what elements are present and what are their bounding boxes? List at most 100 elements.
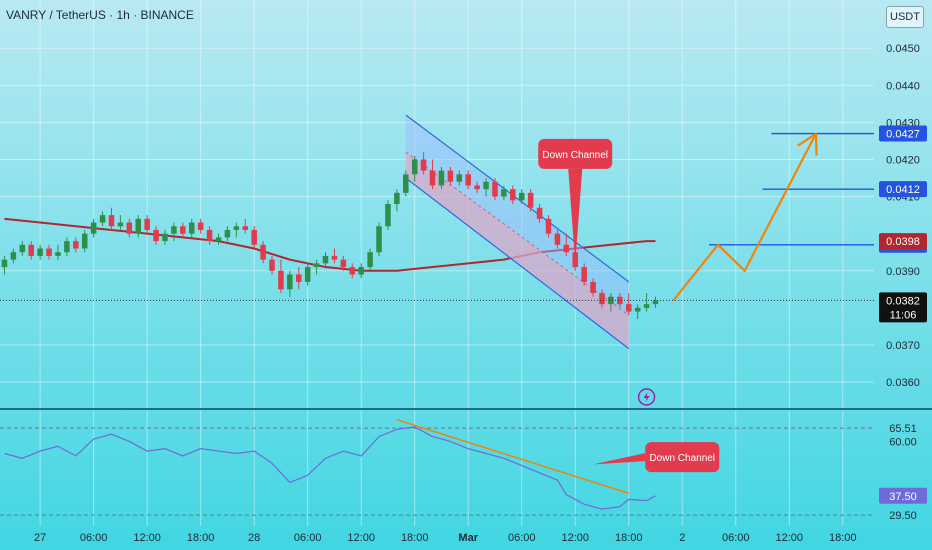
candle-body	[403, 174, 409, 193]
time-tick-label: 06:00	[722, 532, 750, 544]
candle-body	[376, 226, 382, 253]
countdown-timer: 11:06	[890, 309, 917, 321]
time-tick-label: 2	[679, 532, 685, 544]
candle-body	[599, 293, 605, 305]
candle-body	[322, 255, 329, 264]
ma-price-tag: 0.0398	[886, 236, 920, 248]
last-price-tag: 0.0382	[886, 295, 920, 307]
down-channel-badge-label: Down Channel	[542, 150, 608, 161]
rsi-layer	[4, 418, 656, 510]
candle-body	[304, 267, 311, 282]
candle-body	[269, 259, 275, 271]
candle-body	[349, 267, 356, 275]
candle-body	[652, 300, 659, 305]
candle-body	[153, 229, 159, 242]
candle-body	[242, 226, 249, 230]
candle-body	[554, 233, 561, 245]
time-tick-label: 12:00	[776, 532, 804, 544]
candle-body	[340, 259, 347, 268]
price-tick-label: 0.0360	[886, 377, 920, 389]
candle-body	[625, 304, 632, 312]
candle-body	[90, 222, 97, 234]
time-tick-label: 18:00	[401, 532, 429, 544]
time-tick-label: 12:00	[133, 532, 161, 544]
candle-body	[171, 226, 177, 234]
channel-upper-line	[405, 114, 630, 283]
candle-body	[73, 241, 79, 249]
annotations-layer: Down Channel Down Channel	[538, 138, 720, 473]
rsi-tick-label: 65.51	[889, 423, 917, 435]
candle-body	[233, 226, 240, 230]
price-tick-label: 0.0420	[886, 154, 920, 166]
projection-arrowhead	[797, 132, 817, 147]
candle-body	[135, 218, 141, 234]
candle-body	[144, 218, 150, 230]
candle-body	[126, 222, 133, 234]
rsi-line	[4, 426, 656, 510]
time-tick-label: Mar	[458, 532, 478, 544]
candle-body	[188, 222, 195, 234]
candle-body	[545, 218, 552, 234]
candle-body	[296, 274, 302, 282]
candle-body	[367, 252, 373, 268]
candle-body	[37, 248, 43, 256]
rsi-trendline	[396, 418, 629, 495]
projection-path	[672, 133, 818, 302]
time-tick-label: 18:00	[615, 532, 643, 544]
candle-body	[590, 281, 596, 294]
rsi-tick-label: 60.00	[889, 436, 917, 448]
down-channel-layer	[405, 114, 630, 350]
time-tick-label: 12:00	[561, 532, 589, 544]
rsi-down-channel-badge-pointer	[593, 453, 646, 465]
rsi-tick-label: 29.50	[889, 510, 917, 522]
candle-body	[420, 159, 427, 171]
candle-body	[510, 189, 516, 201]
candle-body	[536, 207, 543, 219]
bolt-icon	[637, 388, 656, 406]
candle-body	[331, 255, 338, 260]
candle-body	[81, 233, 88, 249]
level-tag: 0.0427	[886, 129, 920, 141]
candle-body	[563, 244, 570, 253]
time-tick-label: 18:00	[187, 532, 215, 544]
last-price-tag-bg	[879, 292, 927, 323]
rsi-value-tag-bg	[879, 487, 927, 504]
candle-body	[313, 263, 320, 268]
candle-body	[527, 192, 534, 208]
candle-body	[411, 159, 418, 175]
candle-body	[215, 237, 222, 242]
candle-body	[617, 296, 623, 305]
candle-body	[64, 241, 70, 253]
candle-body	[492, 181, 498, 197]
projection-layer	[672, 132, 818, 302]
candle-body	[206, 229, 213, 242]
candle-body	[474, 185, 480, 190]
candle-body	[643, 304, 650, 308]
rsi-down-channel-badge-label: Down Channel	[649, 453, 715, 464]
candle-body	[10, 252, 17, 260]
candle-body	[197, 222, 204, 230]
candle-body	[581, 267, 587, 282]
ma-price-tag-bg	[879, 233, 927, 250]
candle-body	[251, 229, 257, 245]
candle-body	[99, 215, 106, 223]
channel-lower-fill	[405, 152, 629, 349]
time-tick-label: 06:00	[508, 532, 536, 544]
channel-lower-line	[405, 177, 630, 350]
candle-body	[501, 189, 507, 197]
candle-body	[438, 170, 445, 186]
currency-button[interactable]: USDT	[886, 6, 924, 28]
rsi-down-channel-badge-bg	[645, 442, 720, 473]
down-channel-badge-bg	[538, 138, 613, 169]
candle-body	[483, 181, 489, 190]
candle-body	[19, 244, 26, 253]
rsi-value-tag: 37.50	[889, 491, 917, 503]
candle-body	[1, 259, 8, 268]
pane-separator	[0, 408, 932, 410]
candle-body	[46, 248, 52, 256]
levels-layer	[0, 132, 874, 301]
candle-body	[518, 192, 525, 201]
level-tag: 0.0412	[886, 184, 920, 196]
